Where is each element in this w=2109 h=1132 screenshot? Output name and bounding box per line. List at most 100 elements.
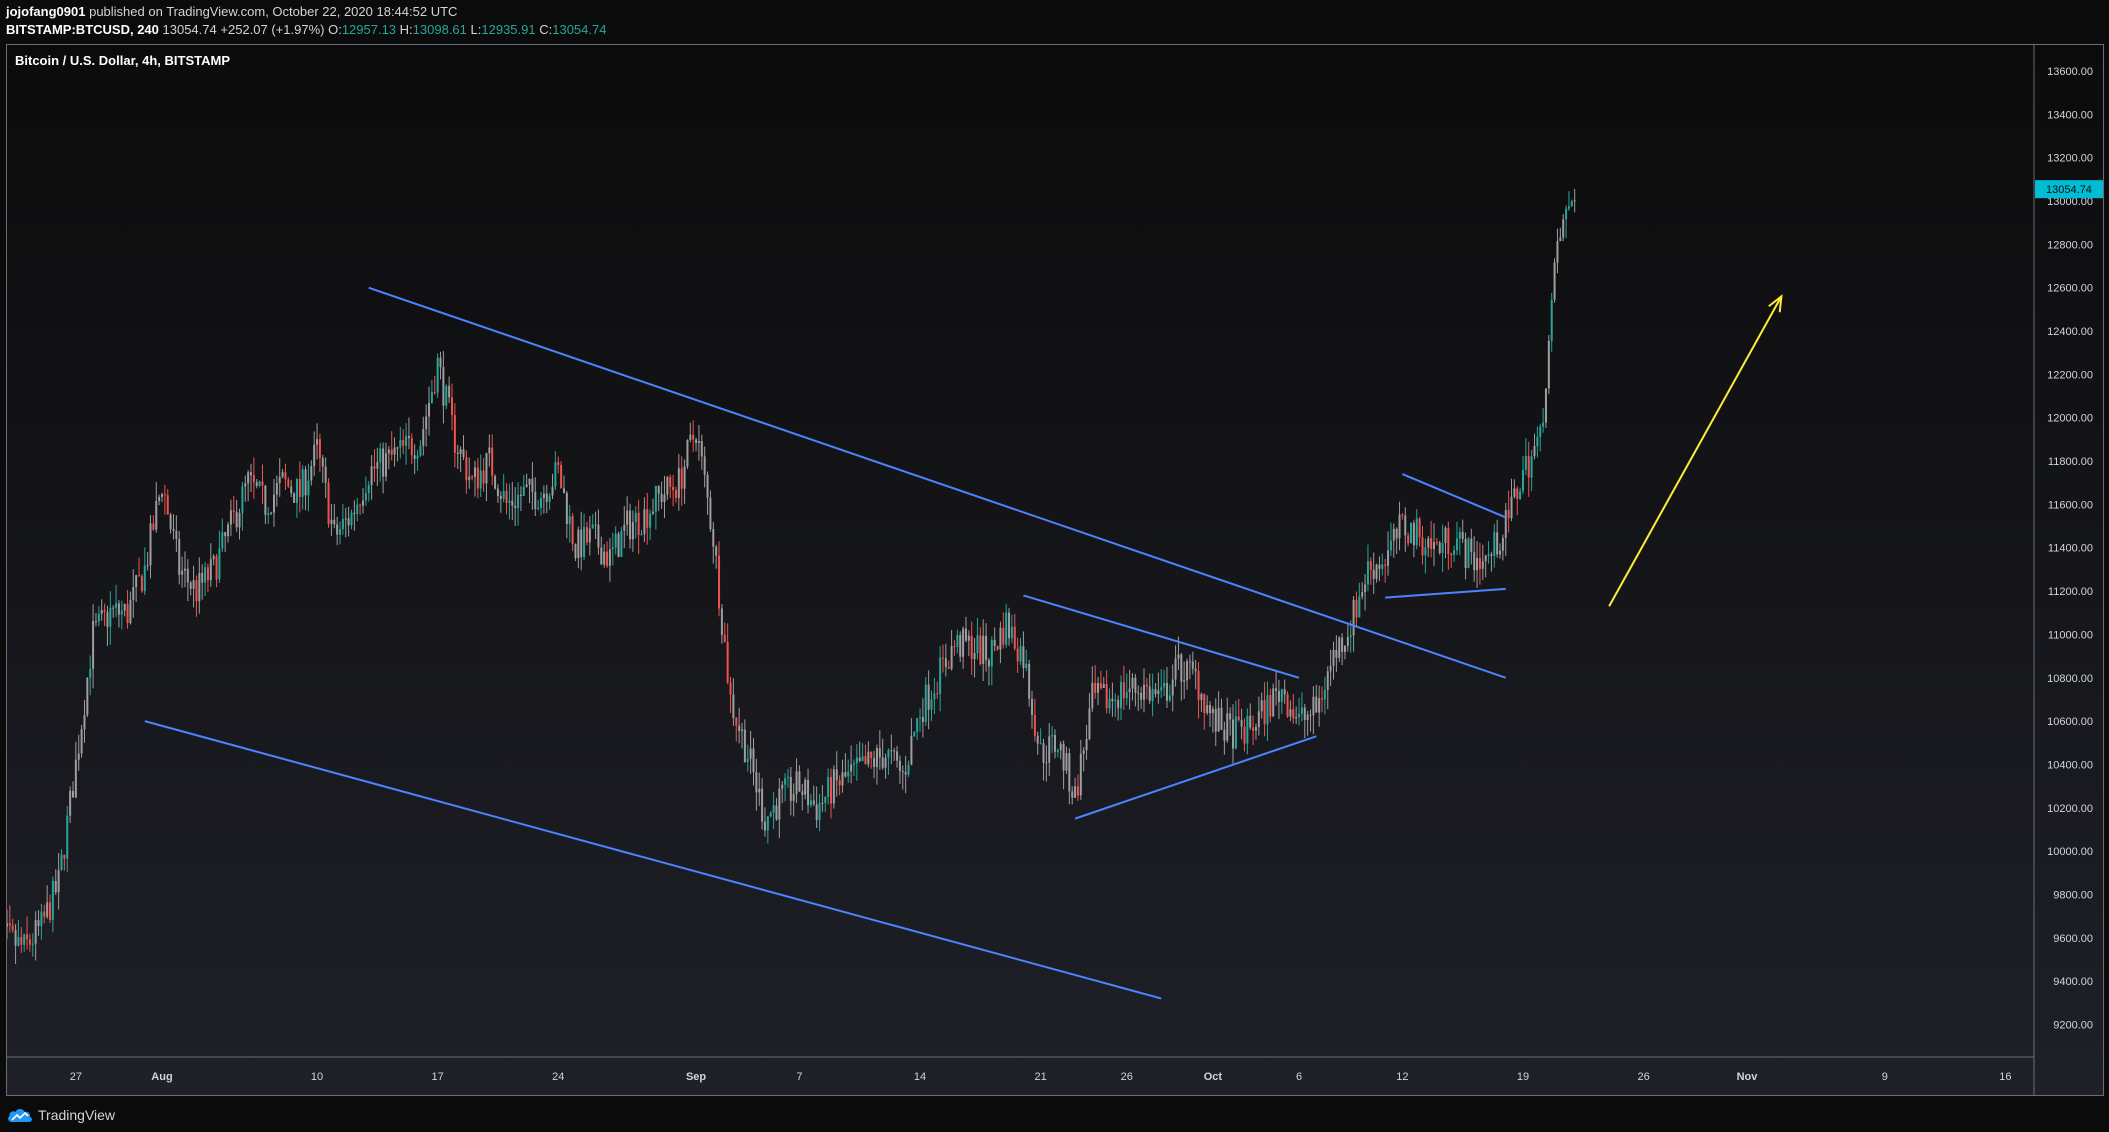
candle-body	[944, 658, 947, 668]
candle-body	[281, 472, 284, 477]
candle-body	[327, 482, 330, 524]
candle-body	[192, 580, 195, 589]
candle-body	[913, 732, 916, 737]
candle-body	[1134, 677, 1137, 693]
trendline[interactable]	[368, 286, 1507, 679]
candle-body	[941, 657, 944, 659]
candle-body	[646, 509, 649, 528]
candle-body	[1349, 635, 1352, 637]
candle-body	[310, 466, 313, 481]
candle-body	[1211, 708, 1214, 714]
candle-body	[1048, 736, 1051, 763]
candle-body	[1556, 240, 1559, 263]
candle-body	[1165, 682, 1168, 701]
candle-body	[962, 628, 965, 657]
candle-body	[643, 509, 646, 535]
price-tick-label: 10000.00	[2047, 846, 2093, 858]
trendline[interactable]	[1074, 735, 1317, 820]
candle-body	[953, 646, 956, 648]
candle-body	[896, 751, 899, 761]
candle-body	[1430, 538, 1433, 550]
candle-body	[933, 693, 936, 700]
candle-body	[614, 533, 617, 548]
candle-body	[875, 748, 878, 767]
candle-body	[161, 494, 163, 497]
candle-body	[54, 880, 57, 893]
candle-body	[40, 911, 43, 926]
candle-body	[864, 756, 867, 765]
author-name[interactable]: jojofang0901	[6, 4, 86, 19]
candle-body	[163, 494, 166, 496]
candle-body	[950, 646, 953, 669]
candle-body	[307, 480, 310, 496]
candle-body	[752, 748, 755, 773]
candle-body	[1407, 535, 1410, 544]
candle-body	[1188, 661, 1191, 663]
candle-body	[867, 751, 870, 765]
candle-body	[1533, 446, 1536, 457]
candle-body	[1286, 694, 1289, 717]
candle-body	[238, 513, 241, 528]
candle-body	[1478, 558, 1481, 569]
tradingview-logo[interactable]: TradingView	[6, 1106, 115, 1124]
candle-body	[1473, 552, 1476, 571]
trendline[interactable]	[1023, 594, 1300, 679]
candle-body	[1389, 540, 1392, 551]
candle-body	[20, 937, 23, 945]
candle-body	[738, 725, 741, 731]
candle-body	[496, 488, 499, 496]
candle-body	[1094, 682, 1097, 693]
candle-body	[982, 635, 985, 665]
candle-body	[488, 447, 491, 454]
high-label: H:	[399, 22, 413, 37]
candle-body	[663, 494, 666, 503]
candle-body	[1053, 735, 1056, 752]
trendline[interactable]	[1402, 473, 1507, 519]
time-axis[interactable]: 27 Aug 10 17 24 Sep 7 14 21 26 Oct 6 12 19 26 Nov 9 16	[70, 1071, 2012, 1083]
candle-body	[1120, 682, 1123, 709]
candle-body	[166, 495, 169, 515]
candle-body	[1364, 584, 1367, 593]
candle-body	[1361, 592, 1364, 597]
candle-body	[1005, 612, 1008, 645]
trendline[interactable]	[1385, 587, 1506, 599]
candle-body	[1358, 596, 1361, 618]
candle-body	[852, 763, 855, 765]
candle-body	[881, 757, 884, 768]
candle-body	[339, 529, 342, 535]
candle-body	[1315, 696, 1318, 713]
price-tag-box	[2035, 180, 2103, 199]
candle-body	[608, 549, 611, 566]
candle-body	[1254, 727, 1257, 731]
candle-body	[571, 516, 574, 544]
plot-area[interactable]	[7, 188, 1576, 983]
candle-body	[703, 456, 706, 475]
candle-body	[818, 802, 821, 821]
candle-body	[146, 565, 149, 567]
candle-body	[1028, 663, 1031, 699]
candle-body	[31, 943, 34, 945]
candle-body	[1490, 554, 1493, 556]
candle-body	[1530, 456, 1533, 478]
candle-body	[92, 621, 95, 669]
candle-body	[304, 469, 307, 496]
candle-body	[904, 772, 907, 775]
candle-body	[195, 580, 198, 602]
candle-body	[987, 660, 990, 667]
candle-body	[795, 771, 798, 795]
candle-body	[1375, 564, 1378, 579]
candle-body	[1372, 569, 1375, 579]
candle-body	[1114, 699, 1117, 701]
candle-body	[1441, 543, 1444, 554]
price-axis[interactable]: 13600.00 13400.00 13200.00 13000.00 12800.00…	[2047, 66, 2093, 1031]
chart-frame[interactable]: 13600.00 13400.00 13200.00 13000.00 12800.00…	[6, 44, 2104, 1096]
trendline[interactable]	[144, 720, 1162, 1000]
candle-body	[672, 486, 675, 490]
candle-body	[83, 714, 86, 730]
candle-body	[580, 529, 583, 558]
projection-arrow-line[interactable]	[1608, 295, 1783, 607]
candle-body	[23, 934, 26, 945]
candlestick-chart[interactable]: 13600.00 13400.00 13200.00 13000.00 12800.00…	[7, 45, 2103, 1095]
candle-body	[832, 769, 835, 804]
candle-body	[1295, 717, 1298, 719]
